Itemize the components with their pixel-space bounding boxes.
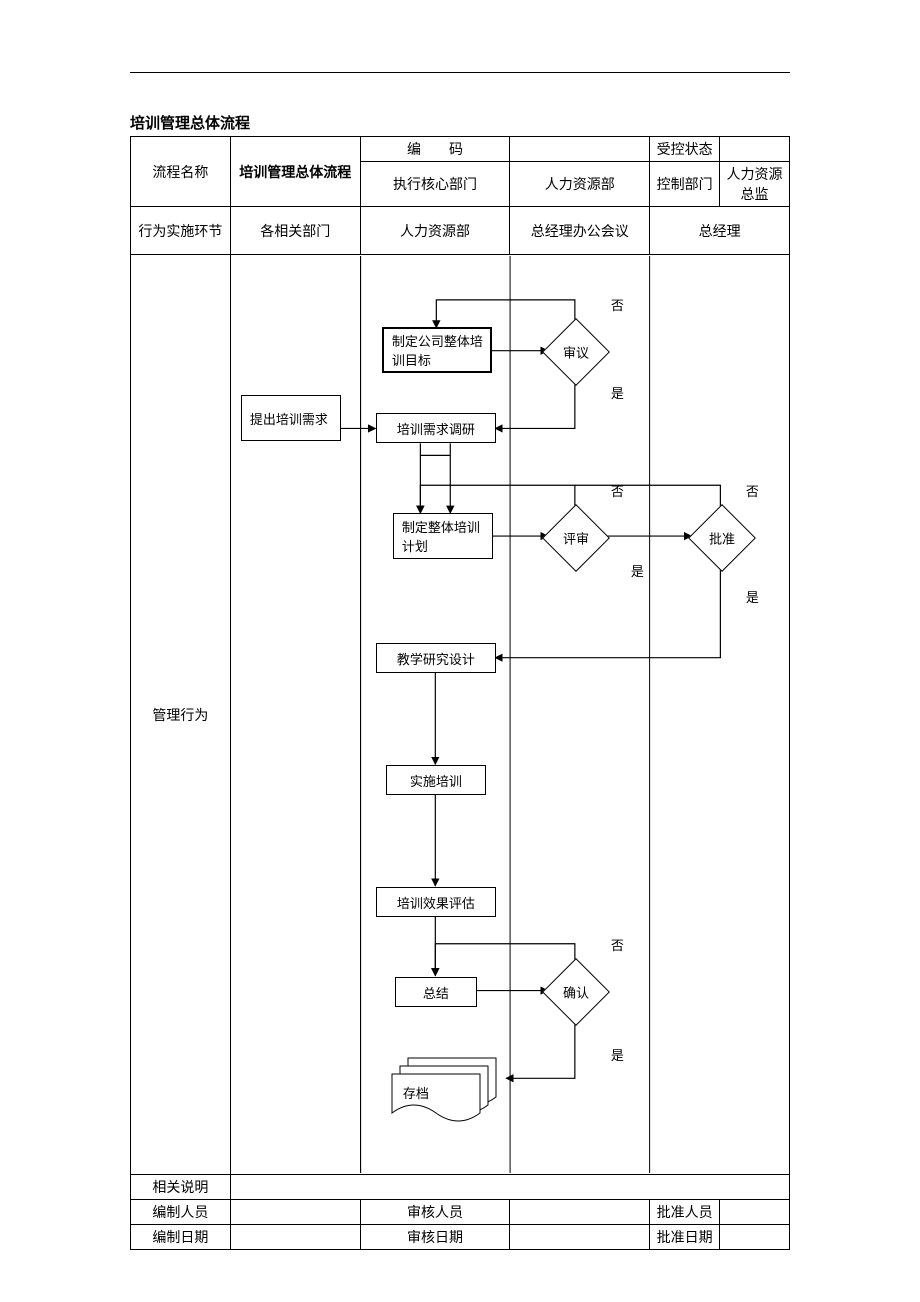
- node-n_arch: 存档: [391, 1057, 497, 1123]
- hdr-process-name-label: 流程名称: [131, 137, 231, 207]
- flowchart-area: 提出培训需求制定公司整体培训目标培训需求调研制定整体培训计划教学研究设计实施培训…: [231, 255, 789, 1174]
- edge-label: 是: [746, 587, 759, 606]
- top-rule: [130, 72, 790, 73]
- f-r2-c1: 编制日期: [131, 1225, 231, 1250]
- f-r2-c3: 审核日期: [360, 1225, 510, 1250]
- node-d_review: 审议: [542, 318, 610, 386]
- f-r1-c5: 批准人员: [650, 1200, 720, 1225]
- f-r1-c3: 审核人员: [360, 1200, 510, 1225]
- node-d_confirm: 确认: [542, 958, 610, 1026]
- node-n_req: 提出培训需求: [241, 395, 341, 441]
- flowchart-svg: [231, 255, 789, 1174]
- edge-label: 是: [611, 383, 624, 402]
- flow-row-label: 管理行为: [131, 255, 231, 1175]
- page: 培训管理总体流程 流程名称 培训管理总体流程 编 码 受控状态 执行核心部门 人…: [0, 0, 920, 1302]
- lane-2: 总经理办公会议: [510, 207, 650, 255]
- node-n_survey: 培训需求调研: [376, 413, 496, 443]
- notes-value: [230, 1175, 789, 1200]
- f-r1-c2: [230, 1200, 360, 1225]
- node-n_design: 教学研究设计: [376, 643, 496, 673]
- hdr-process-name-value: 培训管理总体流程: [230, 137, 360, 207]
- edge-label: 否: [746, 481, 759, 500]
- f-r2-c6: [720, 1225, 790, 1250]
- f-r1-c6: [720, 1200, 790, 1225]
- node-d_eval: 评审: [542, 504, 610, 572]
- hdr-code-value: [510, 137, 650, 162]
- swimlane-label: 行为实施环节: [131, 207, 231, 255]
- lane-3: 总经理: [650, 207, 790, 255]
- process-table: 流程名称 培训管理总体流程 编 码 受控状态 执行核心部门 人力资源部 控制部门…: [130, 136, 790, 1250]
- hdr-core-dept-value: 人力资源部: [510, 162, 650, 207]
- hdr-status-value: [720, 137, 790, 162]
- hdr-core-dept-label: 执行核心部门: [360, 162, 510, 207]
- edge-label: 是: [631, 561, 644, 580]
- hdr-ctrl-dept-label: 控制部门: [650, 162, 720, 207]
- f-r2-c5: 批准日期: [650, 1225, 720, 1250]
- hdr-status-label: 受控状态: [650, 137, 720, 162]
- node-n_goal: 制定公司整体培训目标: [382, 327, 492, 373]
- edge-label: 否: [611, 295, 624, 314]
- f-r1-c4: [510, 1200, 650, 1225]
- f-r1-c1: 编制人员: [131, 1200, 231, 1225]
- lane-0: 各相关部门: [230, 207, 360, 255]
- edge-label: 否: [611, 935, 624, 954]
- f-r2-c2: [230, 1225, 360, 1250]
- node-n_eval: 培训效果评估: [376, 887, 496, 917]
- node-n_plan: 制定整体培训计划: [393, 513, 493, 559]
- node-d_approve: 批准: [688, 504, 756, 572]
- hdr-code-label: 编 码: [360, 137, 510, 162]
- f-r2-c4: [510, 1225, 650, 1250]
- node-n_impl: 实施培训: [386, 765, 486, 795]
- lane-1: 人力资源部: [360, 207, 510, 255]
- notes-label: 相关说明: [131, 1175, 231, 1200]
- edge-label: 是: [611, 1045, 624, 1064]
- page-title: 培训管理总体流程: [130, 112, 250, 133]
- hdr-ctrl-dept-value: 人力资源总监: [720, 162, 790, 207]
- edge-label: 否: [611, 481, 624, 500]
- node-n_sum: 总结: [395, 977, 477, 1007]
